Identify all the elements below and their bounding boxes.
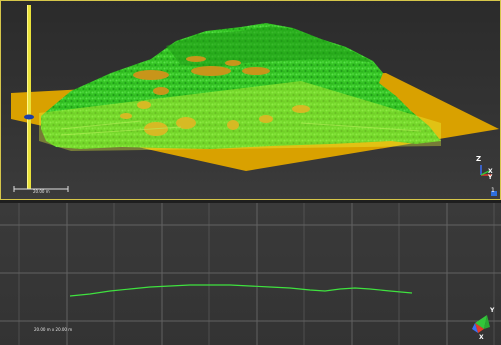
profile-view[interactable]: 20.00 m x 20.00 m Y X: [0, 203, 501, 345]
cursor-pole-marker[interactable]: [24, 114, 34, 120]
3d-view[interactable]: 20.00 m Z X Y 1: [0, 0, 501, 200]
y-axis-label: Y: [488, 174, 493, 181]
scale-label: 20.00 m: [33, 189, 50, 194]
axis-triad-3d[interactable]: [480, 165, 497, 196]
3d-scene[interactable]: [1, 1, 501, 200]
profile-plot[interactable]: [0, 203, 501, 345]
profile-scale-label: 20.00 m x 20.00 m: [34, 327, 73, 332]
x-axis-label: X: [488, 168, 493, 175]
axis-triad-profile[interactable]: [472, 315, 490, 333]
profile-x-axis-label: X: [479, 334, 484, 341]
cloud-highlights: [60, 120, 422, 136]
corner-label: 1: [491, 187, 495, 194]
scale-bar: [13, 186, 69, 192]
profile-line: [69, 284, 413, 297]
profile-y-axis-label: Y: [490, 307, 495, 314]
plane-patches: [120, 56, 310, 136]
cursor-pole[interactable]: [27, 5, 31, 189]
view-separator[interactable]: [0, 200, 501, 203]
point-cloud-ridge: [166, 26, 373, 67]
profile-grid: [0, 203, 501, 345]
z-axis-label: Z: [476, 155, 482, 163]
section-plane: [39, 81, 441, 151]
